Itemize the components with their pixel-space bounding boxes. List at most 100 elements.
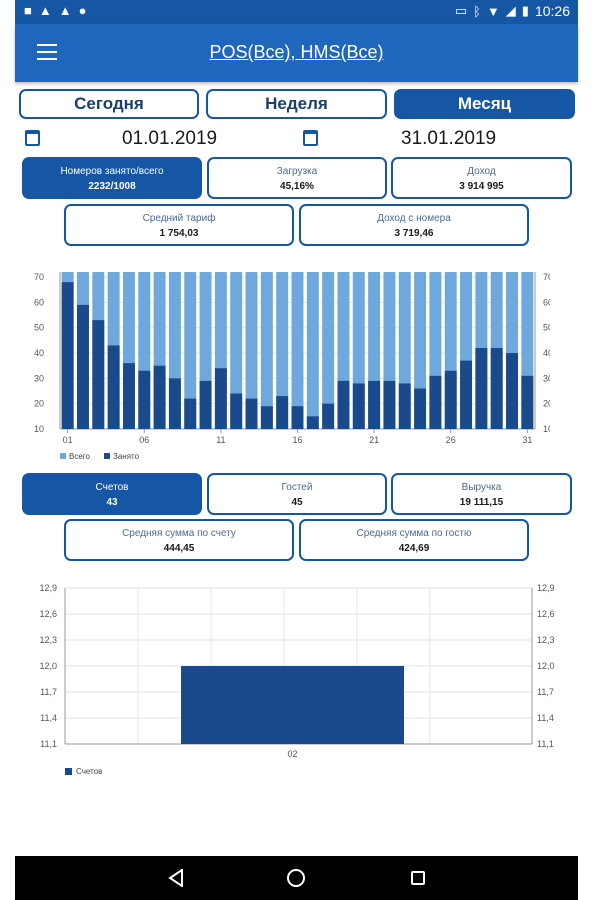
x-tick-label: 01 bbox=[63, 435, 73, 445]
bar-total bbox=[383, 272, 396, 429]
y-tick-label-right: 12,6 bbox=[537, 609, 555, 619]
stat-label: Доход с номера bbox=[377, 213, 451, 224]
stat-avg-check[interactable]: Средняя сумма по счету 444,45 bbox=[64, 519, 294, 561]
bar-occupied bbox=[260, 406, 273, 429]
recent-apps-icon[interactable] bbox=[411, 871, 425, 885]
y-tick-label-right: 12,0 bbox=[537, 661, 555, 671]
legend-label: Счетов bbox=[76, 767, 102, 776]
y-tick-label-left: 12,9 bbox=[39, 583, 57, 593]
y-tick-label-left: 11,1 bbox=[40, 739, 57, 749]
x-tick-label: 06 bbox=[139, 435, 149, 445]
calendar-icon[interactable] bbox=[303, 130, 318, 146]
stat-label: Доход bbox=[467, 166, 496, 177]
y-tick-label-right: 30 bbox=[543, 373, 550, 383]
stat-label: Средняя сумма по счету bbox=[122, 528, 236, 539]
warning-icon: ▲ bbox=[38, 3, 52, 18]
bluetooth-icon: ᛒ bbox=[473, 3, 481, 19]
android-icon: ● bbox=[78, 3, 87, 18]
legend-swatch bbox=[65, 768, 72, 775]
stat-value: 19 111,15 bbox=[459, 497, 504, 508]
stat-checks[interactable]: Счетов 43 bbox=[22, 473, 202, 515]
x-tick-label: 26 bbox=[446, 435, 456, 445]
stat-label: Средний тариф bbox=[142, 213, 216, 224]
stat-avg-rate[interactable]: Средний тариф 1 754,03 bbox=[64, 204, 294, 246]
bar-occupied bbox=[322, 403, 335, 429]
app-bar-title[interactable]: POS(Все), HMS(Все) bbox=[209, 42, 384, 62]
period-week-button[interactable]: Неделя bbox=[206, 89, 387, 119]
stat-income-per-room[interactable]: Доход с номера 3 719,46 bbox=[299, 204, 529, 246]
bar-occupied bbox=[291, 406, 304, 429]
navigation-bar bbox=[15, 856, 578, 900]
date-to[interactable]: 31.01.2019 bbox=[401, 128, 497, 149]
y-tick-label-left: 12,6 bbox=[39, 609, 57, 619]
stat-value: 424,69 bbox=[398, 543, 430, 554]
bar-occupied bbox=[490, 347, 503, 429]
bar-occupied bbox=[398, 383, 411, 429]
home-icon[interactable] bbox=[287, 869, 305, 887]
warning-icon: ▲ bbox=[58, 3, 72, 18]
bar-total bbox=[168, 272, 181, 429]
bar-total bbox=[429, 272, 442, 429]
calendar-icon[interactable] bbox=[25, 130, 40, 146]
y-tick-label-left: 10 bbox=[34, 424, 44, 434]
y-tick-label-left: 40 bbox=[34, 348, 44, 358]
bar-occupied bbox=[368, 380, 381, 429]
stat-income[interactable]: Доход 3 914 995 bbox=[391, 157, 572, 199]
bar-occupied bbox=[61, 282, 74, 429]
bar-total bbox=[260, 272, 273, 429]
menu-icon[interactable] bbox=[37, 44, 57, 60]
y-tick-label-left: 12,3 bbox=[39, 635, 57, 645]
bar-occupied bbox=[460, 360, 473, 429]
y-tick-label-right: 50 bbox=[543, 323, 550, 333]
stat-avg-guest[interactable]: Средняя сумма по гостю 424,69 bbox=[299, 519, 529, 561]
y-tick-label-left: 60 bbox=[34, 297, 44, 307]
stat-guests[interactable]: Гостей 45 bbox=[207, 473, 387, 515]
bar-total bbox=[138, 272, 151, 429]
stat-label: Счетов bbox=[95, 482, 129, 493]
stat-occupied[interactable]: Номеров занято/всего 2232/1008 bbox=[22, 157, 202, 199]
stat-load[interactable]: Загрузка 45,16% bbox=[207, 157, 387, 199]
bar-occupied bbox=[245, 398, 258, 429]
bar-occupied bbox=[475, 347, 488, 429]
status-icons-right: ▭ ᛒ ▼ ◢ ▮ 10:26 bbox=[455, 3, 570, 19]
stat-label: Средняя сумма по гостю bbox=[356, 528, 472, 539]
bar-total bbox=[306, 272, 319, 429]
x-tick-label: 31 bbox=[522, 435, 532, 445]
back-icon[interactable] bbox=[168, 869, 184, 887]
stat-value: 1 754,03 bbox=[159, 228, 199, 239]
bar-occupied bbox=[276, 396, 289, 429]
bar-occupied bbox=[521, 375, 534, 429]
bar-total bbox=[199, 272, 212, 429]
y-tick-label-right: 11,7 bbox=[537, 687, 554, 697]
bar-occupied bbox=[184, 398, 197, 429]
legend-label: Занято bbox=[113, 452, 140, 461]
bar-occupied bbox=[107, 345, 120, 429]
y-tick-label-left: 12,0 bbox=[39, 661, 57, 671]
stat-revenue[interactable]: Выручка 19 111,15 bbox=[391, 473, 572, 515]
bar-total bbox=[153, 272, 166, 429]
bar-total bbox=[414, 272, 427, 429]
bar-occupied bbox=[506, 353, 518, 429]
bar-occupied bbox=[214, 368, 227, 429]
period-today-button[interactable]: Сегодня bbox=[19, 89, 199, 119]
bar-total bbox=[184, 272, 197, 429]
bar-checks bbox=[181, 666, 404, 744]
y-tick-label-right: 12,9 bbox=[537, 583, 555, 593]
bar-total bbox=[245, 272, 258, 429]
bar-total bbox=[521, 272, 534, 429]
y-tick-label-left: 20 bbox=[34, 399, 44, 409]
date-from[interactable]: 01.01.2019 bbox=[122, 128, 218, 149]
y-tick-label-left: 50 bbox=[34, 323, 44, 333]
bar-occupied bbox=[230, 393, 243, 429]
legend-swatch bbox=[60, 453, 66, 459]
bar-total bbox=[398, 272, 411, 429]
bar-total bbox=[291, 272, 304, 429]
bar-occupied bbox=[383, 380, 396, 429]
bar-total bbox=[122, 272, 135, 429]
y-tick-label-left: 11,7 bbox=[40, 687, 57, 697]
period-month-button[interactable]: Месяц bbox=[394, 89, 575, 119]
signal-icon: ◢ bbox=[505, 3, 516, 18]
bar-occupied bbox=[352, 383, 365, 429]
y-tick-label-right: 60 bbox=[543, 297, 550, 307]
status-bar: ■ ▲ ▲ ● ▭ ᛒ ▼ ◢ ▮ 10:26 bbox=[15, 0, 578, 24]
